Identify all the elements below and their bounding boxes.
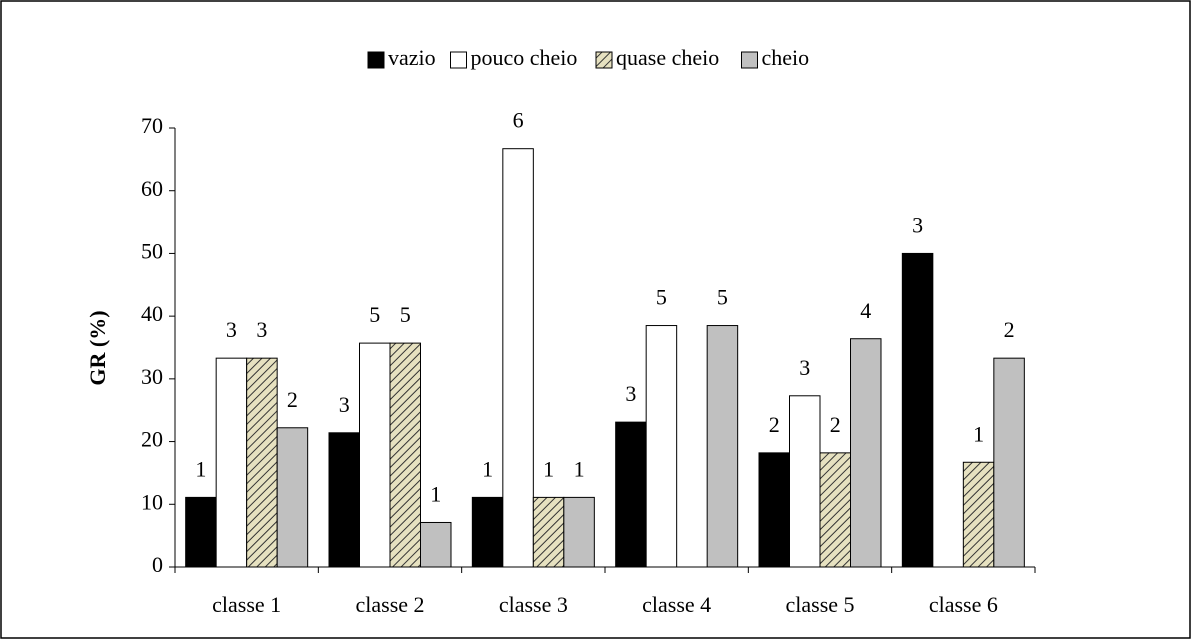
bar <box>246 357 278 568</box>
bar <box>532 496 565 568</box>
x-tick-label: classe 3 <box>499 592 568 617</box>
data-label: 1 <box>574 456 585 481</box>
x-tick-label: classe 2 <box>355 592 424 617</box>
legend-label: cheio <box>762 45 810 70</box>
data-label: 3 <box>339 392 350 417</box>
data-label: 1 <box>430 482 441 507</box>
bar <box>789 395 821 568</box>
data-label: 1 <box>195 456 206 481</box>
legend-swatch <box>595 51 613 69</box>
x-tick-label: classe 5 <box>785 592 854 617</box>
bar <box>359 342 391 568</box>
y-tick-label: 0 <box>152 552 163 577</box>
bar <box>706 325 739 568</box>
data-label: 2 <box>769 412 780 437</box>
data-label: 5 <box>717 285 728 310</box>
data-label: 3 <box>256 317 267 342</box>
bar <box>645 325 678 568</box>
legend-swatch <box>450 51 467 69</box>
bar <box>328 432 360 568</box>
data-label: 3 <box>912 212 923 237</box>
legend-label: quase cheio <box>616 45 719 70</box>
bar <box>850 338 882 568</box>
y-axis-label: GR (%) <box>85 310 110 385</box>
bar <box>615 421 647 568</box>
bar <box>215 357 248 568</box>
bar <box>962 461 995 568</box>
bar <box>758 452 790 568</box>
x-tick-label: classe 4 <box>642 592 711 617</box>
legend-label: pouco cheio <box>471 45 578 70</box>
y-tick-label: 40 <box>141 301 163 326</box>
data-label: 1 <box>973 421 984 446</box>
data-label: 5 <box>400 302 411 327</box>
y-tick-label: 50 <box>141 238 163 263</box>
x-tick-label: classe 1 <box>212 592 281 617</box>
data-label: 5 <box>656 285 667 310</box>
data-label: 3 <box>226 317 237 342</box>
data-label: 5 <box>369 302 380 327</box>
bar <box>471 496 504 568</box>
legend-swatch <box>367 51 385 69</box>
bar <box>901 252 934 568</box>
data-label: 3 <box>799 355 810 380</box>
legend-label: vazio <box>388 45 436 70</box>
data-label: 1 <box>543 456 554 481</box>
bar <box>563 496 595 568</box>
y-tick-label: 30 <box>141 364 163 389</box>
y-tick-label: 60 <box>141 176 163 201</box>
y-tick-label: 70 <box>141 113 163 138</box>
data-label: 2 <box>287 387 298 412</box>
data-label: 6 <box>513 108 524 133</box>
bar <box>276 427 309 568</box>
data-label: 2 <box>830 412 841 437</box>
legend-swatch <box>741 51 758 69</box>
bar <box>993 357 1025 568</box>
data-label: 3 <box>625 381 636 406</box>
data-label: 2 <box>1004 317 1015 342</box>
bar <box>185 496 217 568</box>
bar <box>502 148 534 568</box>
x-tick-label: classe 6 <box>929 592 998 617</box>
y-tick-label: 20 <box>141 427 163 452</box>
data-label: 4 <box>860 298 871 323</box>
data-label: 1 <box>482 456 493 481</box>
y-tick-label: 10 <box>141 489 163 514</box>
bar <box>420 521 452 568</box>
bar <box>389 342 421 568</box>
bar <box>819 452 851 568</box>
